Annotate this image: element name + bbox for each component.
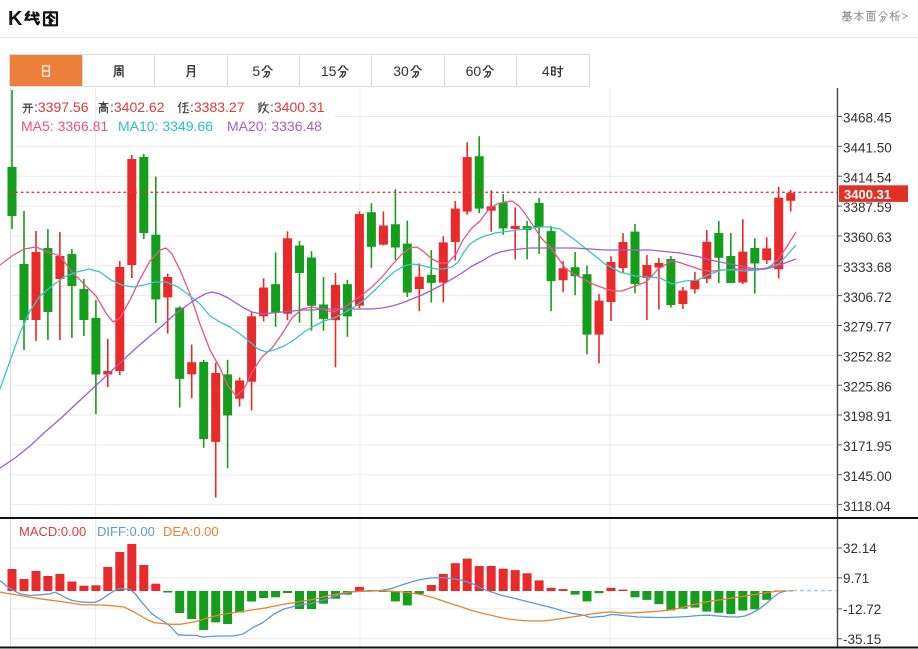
svg-text:3252.82: 3252.82	[843, 350, 892, 365]
svg-text:3441.50: 3441.50	[843, 141, 892, 156]
svg-text:3118.04: 3118.04	[843, 499, 891, 514]
svg-text:3198.91: 3198.91	[843, 409, 892, 424]
svg-text:3306.72: 3306.72	[843, 290, 892, 305]
svg-text:3414.54: 3414.54	[843, 170, 892, 185]
svg-text:32.14: 32.14	[843, 541, 877, 556]
svg-text:3279.77: 3279.77	[843, 320, 892, 335]
svg-text:3225.86: 3225.86	[843, 379, 892, 394]
svg-text:-12.72: -12.72	[843, 602, 881, 617]
svg-text:3333.68: 3333.68	[843, 260, 892, 275]
svg-text:3387.59: 3387.59	[843, 200, 892, 215]
svg-text:3400.31: 3400.31	[844, 187, 891, 202]
svg-text:3360.63: 3360.63	[843, 230, 892, 245]
svg-text:-35.15: -35.15	[843, 632, 881, 647]
svg-text:3468.45: 3468.45	[843, 111, 892, 126]
svg-text:9.71: 9.71	[843, 571, 869, 586]
svg-text:3145.00: 3145.00	[843, 469, 892, 484]
svg-text:3171.95: 3171.95	[843, 439, 892, 454]
